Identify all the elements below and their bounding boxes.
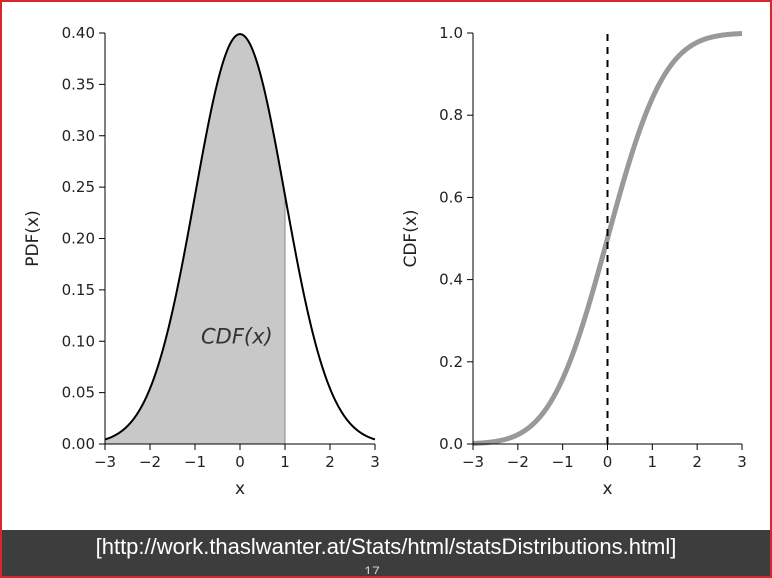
y-tick-label: 0.25 [62, 178, 95, 196]
x-tick-label: 1 [648, 453, 658, 471]
x-axis-label: x [602, 479, 612, 499]
x-tick-label: −2 [139, 453, 161, 471]
source-footer: [http://work.thaslwanter.at/Stats/html/s… [2, 530, 770, 576]
x-tick-label: −1 [184, 453, 206, 471]
charts-figure: CDF(x)−3 −2 −1 0 1 2 30.000.050.100.150.200.25… [23, 24, 747, 499]
cdf-curve [472, 31, 743, 446]
x-tick-label: 3 [370, 453, 380, 471]
y-tick-label: 0.40 [62, 24, 95, 42]
x-tick-label: 0 [235, 453, 245, 471]
y-tick-label: 0.15 [62, 281, 95, 299]
x-tick-label: 3 [737, 453, 747, 471]
x-tick-label: −3 [462, 453, 484, 471]
y-tick-label: 0.05 [62, 384, 95, 402]
y-tick-label: 0.8 [439, 106, 463, 124]
y-tick-label: 1.0 [439, 24, 463, 42]
x-tick-label: −1 [552, 453, 574, 471]
y-tick-label: 0.0 [439, 435, 463, 453]
y-tick-label: 0.2 [439, 353, 463, 371]
y-tick-label: 0.10 [62, 332, 95, 350]
cdf-annotation: CDF(x) [201, 324, 273, 348]
pdf-chart: CDF(x) −3 −2 −1 0 1 2 3 0.00 0.05 0.10 0.15 0.20 0.25… [23, 24, 380, 499]
cdf-chart: −3 −2 −1 0 1 2 3 0.0 0.2 0.4 0.6 0.8 1.0 x CDF(x) [401, 24, 747, 499]
source-link-text[interactable]: [http://work.thaslwanter.at/Stats/html/s… [95, 534, 677, 559]
x-tick-label: 0 [603, 453, 613, 471]
y-tick-label: 0.4 [439, 271, 463, 289]
x-tick-label: −2 [507, 453, 529, 471]
shaded-area [105, 34, 285, 445]
y-tick-label: 0.00 [62, 435, 95, 453]
y-tick-label: 0.6 [439, 188, 463, 206]
y-tick-label: 0.30 [62, 127, 95, 145]
x-axis-label: x [235, 479, 245, 499]
y-tick-label: 0.20 [62, 230, 95, 248]
y-axis-label: PDF(x) [23, 210, 43, 266]
x-tick-label: 1 [280, 453, 290, 471]
y-axis-label: CDF(x) [401, 209, 421, 267]
x-tick-label: −3 [94, 453, 116, 471]
x-tick-label: 2 [692, 453, 702, 471]
page-number-fragment: 17 [364, 564, 380, 574]
y-tick-label: 0.35 [62, 75, 95, 93]
pdf-curve [104, 33, 376, 441]
x-tick-label: 2 [325, 453, 335, 471]
